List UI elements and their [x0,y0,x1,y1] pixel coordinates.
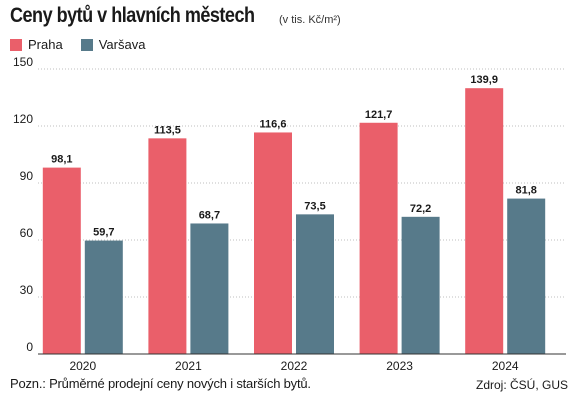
x-tick-label: 2024 [492,359,519,373]
y-tick-label: 150 [13,55,33,69]
bar-varsava [296,214,334,354]
legend: Praha Varšava [10,37,163,52]
x-tick-label: 2022 [281,359,308,373]
x-tick-label: 2023 [386,359,413,373]
legend-swatch-varsava [80,38,93,51]
data-label: 73,5 [304,200,325,212]
data-label: 121,7 [365,109,393,121]
data-label: 116,6 [260,118,287,130]
y-tick-label: 90 [20,169,34,183]
bar-varsava [190,223,229,354]
bar-varsava [507,198,546,354]
data-label: 98,1 [51,154,72,166]
y-tick-label: 120 [13,112,33,126]
x-tick-label: 2020 [69,359,96,373]
chart-title-row: Ceny bytů v hlavních městech [10,4,294,28]
bar-praha [359,122,398,355]
footnote: Pozn.: Průměrné prodejní ceny nových i s… [10,376,311,391]
legend-item-varsava: Varšava [80,37,146,52]
x-tick-label: 2021 [175,359,202,373]
bar-praha [254,132,292,354]
data-label: 139,9 [470,74,498,86]
bar-praha [148,138,187,354]
bar-praha [465,88,504,354]
chart-subtitle: (v tis. Kč/m²) [279,14,341,26]
chart-title: Ceny bytů v hlavních městech [10,4,255,27]
data-label: 68,7 [199,209,220,221]
legend-item-praha: Praha [10,37,63,52]
source-note: Zdroj: ČSÚ, GUS [475,378,568,392]
legend-label-praha: Praha [28,37,63,52]
data-label: 72,2 [410,203,431,215]
data-label: 81,8 [515,185,536,197]
y-tick-label: 60 [20,226,34,240]
data-label: 113,5 [154,124,181,136]
bar-varsava [84,240,123,354]
y-tick-label: 0 [26,340,33,354]
legend-swatch-praha [10,38,22,51]
data-label: 59,7 [93,227,114,239]
y-tick-label: 30 [20,283,34,297]
bar-varsava [401,216,440,354]
bar-praha [42,167,81,354]
legend-label-varsava: Varšava [98,37,146,52]
